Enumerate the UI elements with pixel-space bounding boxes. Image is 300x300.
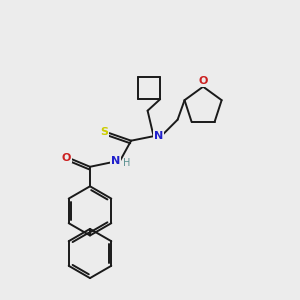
Text: H: H: [123, 158, 130, 168]
Text: S: S: [100, 127, 108, 137]
Text: N: N: [154, 130, 163, 141]
Text: N: N: [111, 156, 120, 167]
Text: O: O: [62, 153, 71, 163]
Text: O: O: [198, 76, 208, 86]
